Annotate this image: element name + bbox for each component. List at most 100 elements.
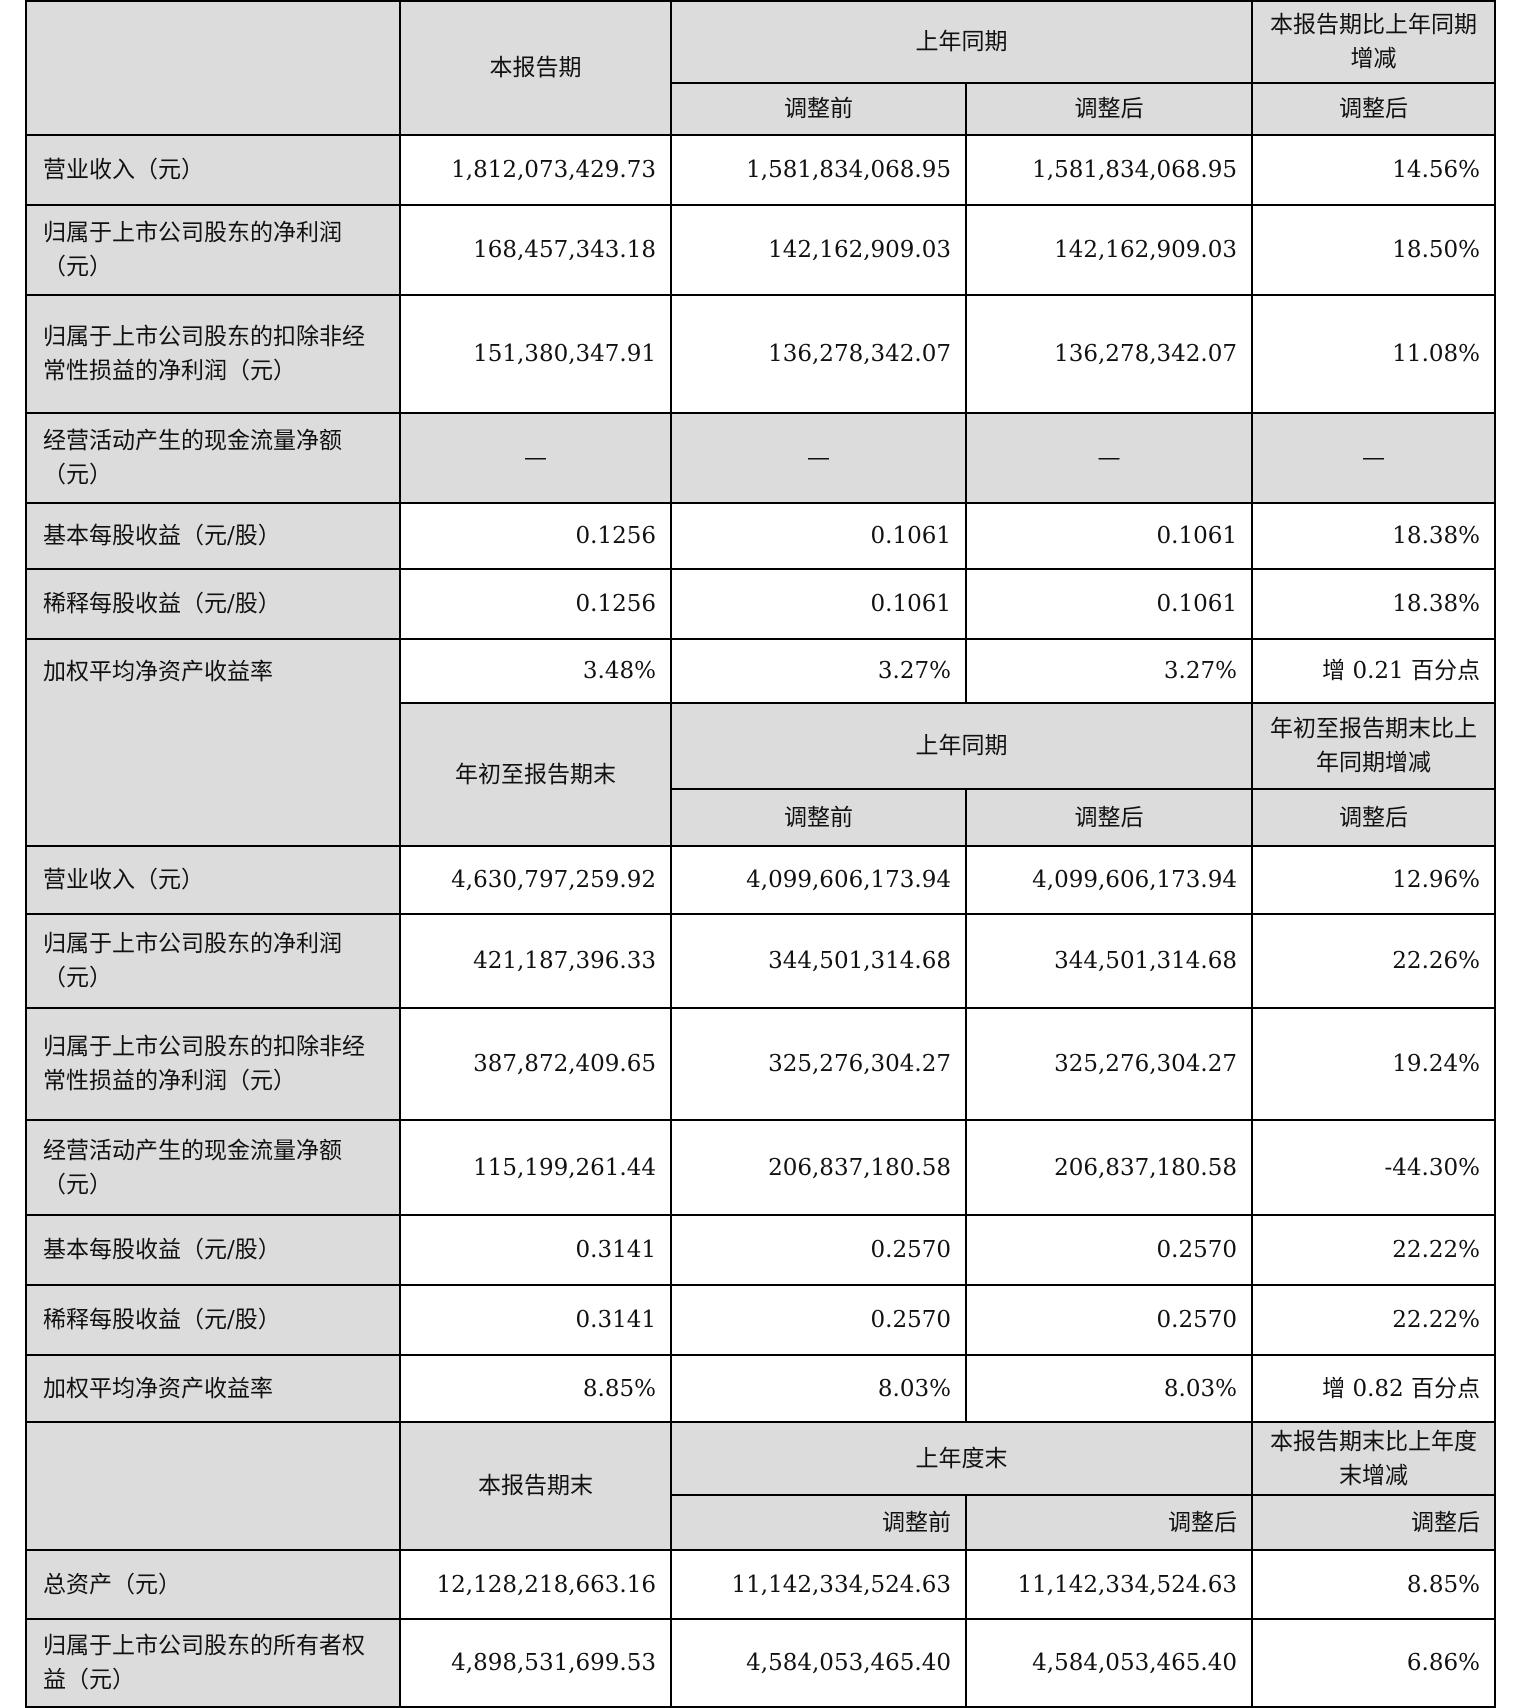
prior-before-value: 0.1061 [670, 568, 967, 640]
prior-before-value: 325,276,304.27 [670, 1007, 967, 1121]
prior-before-value: 0.2570 [670, 1284, 967, 1356]
table-row: 营业收入（元） 1,812,073,429.73 1,581,834,068.95 1… [25, 134, 1496, 206]
current-value: 421,187,396.33 [399, 913, 672, 1009]
prior-before-value: 344,501,314.68 [670, 913, 967, 1009]
change-value: 8.85% [1251, 1549, 1496, 1620]
row-label: 基本每股收益（元/股） [25, 502, 401, 570]
prior-after-value: 0.2570 [965, 1214, 1253, 1286]
prior-after-value: 325,276,304.27 [965, 1007, 1253, 1121]
change-value: 18.38% [1251, 502, 1496, 570]
header-before-adjustment: 调整前 [670, 1494, 967, 1551]
table-row: 稀释每股收益（元/股） 0.1256 0.1061 0.1061 18.38% [25, 568, 1496, 640]
current-value: 0.3141 [399, 1284, 672, 1356]
table-row: 加权平均净资产收益率 3.48% 3.27% 3.27% 增 0.21 百分点 [25, 638, 1496, 704]
header-change-after-adjustment: 调整后 [1251, 788, 1496, 847]
header-after-adjustment: 调整后 [965, 1494, 1253, 1551]
table-row: 稀释每股收益（元/股） 0.3141 0.2570 0.2570 22.22% [25, 1284, 1496, 1356]
current-value: 0.1256 [399, 502, 672, 570]
change-value: 11.08% [1251, 294, 1496, 414]
change-value: -44.30% [1251, 1119, 1496, 1216]
prior-after-value: 1,581,834,068.95 [965, 134, 1253, 206]
header-after-adjustment: 调整后 [965, 788, 1253, 847]
change-value: 18.38% [1251, 568, 1496, 640]
prior-before-value: 0.2570 [670, 1214, 967, 1286]
row-label: 经营活动产生的现金流量净额（元） [25, 412, 401, 504]
row-label: 归属于上市公司股东的净利润（元） [25, 204, 401, 296]
prior-after-value: 4,099,606,173.94 [965, 845, 1253, 915]
current-value: 12,128,218,663.16 [399, 1549, 672, 1620]
prior-before-value: 8.03% [670, 1354, 967, 1423]
change-value: 22.22% [1251, 1284, 1496, 1356]
change-value: 22.26% [1251, 913, 1496, 1009]
subheader-row: 调整前 调整后 调整后 [26, 1494, 1496, 1551]
change-value: 14.56% [1251, 134, 1496, 206]
header-change-after-adjustment: 调整后 [1251, 82, 1496, 136]
current-value: 4,898,531,699.53 [399, 1618, 672, 1708]
row-label: 基本每股收益（元/股） [25, 1214, 401, 1286]
change-value: 18.50% [1251, 204, 1496, 296]
prior-before-value: 3.27% [670, 638, 967, 704]
row-label: 营业收入（元） [25, 134, 401, 206]
table-row: 归属于上市公司股东的扣除非经常性损益的净利润（元） 387,872,409.65 3… [25, 1007, 1496, 1121]
current-value: — [399, 412, 672, 504]
current-value: 0.1256 [399, 568, 672, 640]
prior-before-value: 206,837,180.58 [670, 1119, 967, 1216]
header-blank-cell [25, 0, 401, 136]
prior-after-value: 4,584,053,465.40 [965, 1618, 1253, 1708]
header-prior-period: 上年同期 [670, 702, 1253, 790]
prior-after-value: 142,162,909.03 [965, 204, 1253, 296]
header-before-adjustment: 调整前 [670, 82, 967, 136]
row-label: 稀释每股收益（元/股） [25, 568, 401, 640]
prior-after-value: 206,837,180.58 [965, 1119, 1253, 1216]
row-label: 加权平均净资产收益率 [25, 638, 401, 703]
header-current-period: 本报告期 [399, 0, 672, 136]
prior-before-value: 11,142,334,524.63 [670, 1549, 967, 1620]
prior-after-value: 344,501,314.68 [965, 913, 1253, 1009]
prior-after-value: 0.1061 [965, 568, 1253, 640]
prior-after-value: 0.2570 [965, 1284, 1253, 1356]
table-row: 归属于上市公司股东的扣除非经常性损益的净利润（元） 151,380,347.91 1… [25, 294, 1496, 414]
table-row: 基本每股收益（元/股） 0.1256 0.1061 0.1061 18.38% [25, 502, 1496, 570]
change-value: 19.24% [1251, 1007, 1496, 1121]
row-label: 稀释每股收益（元/股） [25, 1284, 401, 1356]
table-row: 总资产（元） 12,128,218,663.16 11,142,334,524.63… [25, 1549, 1496, 1620]
header-change-after-adjustment: 调整后 [1251, 1494, 1496, 1551]
current-value: 115,199,261.44 [399, 1119, 672, 1216]
subheader-row: 调整前 调整后 调整后 [26, 82, 1496, 136]
table-row: 经营活动产生的现金流量净额（元） — — — — [25, 412, 1496, 504]
prior-before-value: 0.1061 [670, 502, 967, 570]
financial-indicators-table: 本报告期 上年同期 本报告期比上年同期增减 调整前 调整后 调整后 营业收入（元） 1,812… [25, 0, 1496, 1708]
row-label: 归属于上市公司股东的扣除非经常性损益的净利润（元） [25, 294, 401, 414]
current-value: 1,812,073,429.73 [399, 134, 672, 206]
header-change: 年初至报告期末比上年同期增减 [1251, 702, 1496, 790]
header-row: 年初至报告期末 上年同期 年初至报告期末比上年同期增减 [25, 702, 1496, 847]
subheader-row: 调整前 调整后 调整后 [26, 788, 1496, 847]
row-label: 归属于上市公司股东的净利润（元） [25, 913, 401, 1009]
table-row: 经营活动产生的现金流量净额（元） 115,199,261.44 206,837,18… [25, 1119, 1496, 1216]
change-value: 增 0.21 百分点 [1251, 638, 1496, 704]
prior-after-value: 3.27% [965, 638, 1253, 704]
current-value: 0.3141 [399, 1214, 672, 1286]
row-label: 加权平均净资产收益率 [25, 1354, 401, 1423]
change-value: 6.86% [1251, 1618, 1496, 1708]
prior-before-value: 136,278,342.07 [670, 294, 967, 414]
current-value: 3.48% [399, 638, 672, 704]
header-prior-period: 上年度末 [670, 1421, 1253, 1496]
header-row: 本报告期末 上年度末 本报告期末比上年度末增减 [25, 1421, 1496, 1551]
header-current-period: 年初至报告期末 [399, 702, 672, 847]
header-before-adjustment: 调整前 [670, 788, 967, 847]
header-change: 本报告期末比上年度末增减 [1251, 1421, 1496, 1496]
header-blank-cell [25, 1421, 401, 1551]
prior-after-value: 0.1061 [965, 502, 1253, 570]
row-label: 总资产（元） [25, 1549, 401, 1620]
table-row: 营业收入（元） 4,630,797,259.92 4,099,606,173.94 4… [25, 845, 1496, 915]
prior-after-value: 136,278,342.07 [965, 294, 1253, 414]
table-row: 归属于上市公司股东的净利润（元） 168,457,343.18 142,162,90… [25, 204, 1496, 296]
change-value: 22.22% [1251, 1214, 1496, 1286]
header-after-adjustment: 调整后 [965, 82, 1253, 136]
prior-before-value: 4,584,053,465.40 [670, 1618, 967, 1708]
header-prior-period: 上年同期 [670, 0, 1253, 84]
prior-after-value: — [965, 412, 1253, 504]
current-value: 151,380,347.91 [399, 294, 672, 414]
current-value: 4,630,797,259.92 [399, 845, 672, 915]
